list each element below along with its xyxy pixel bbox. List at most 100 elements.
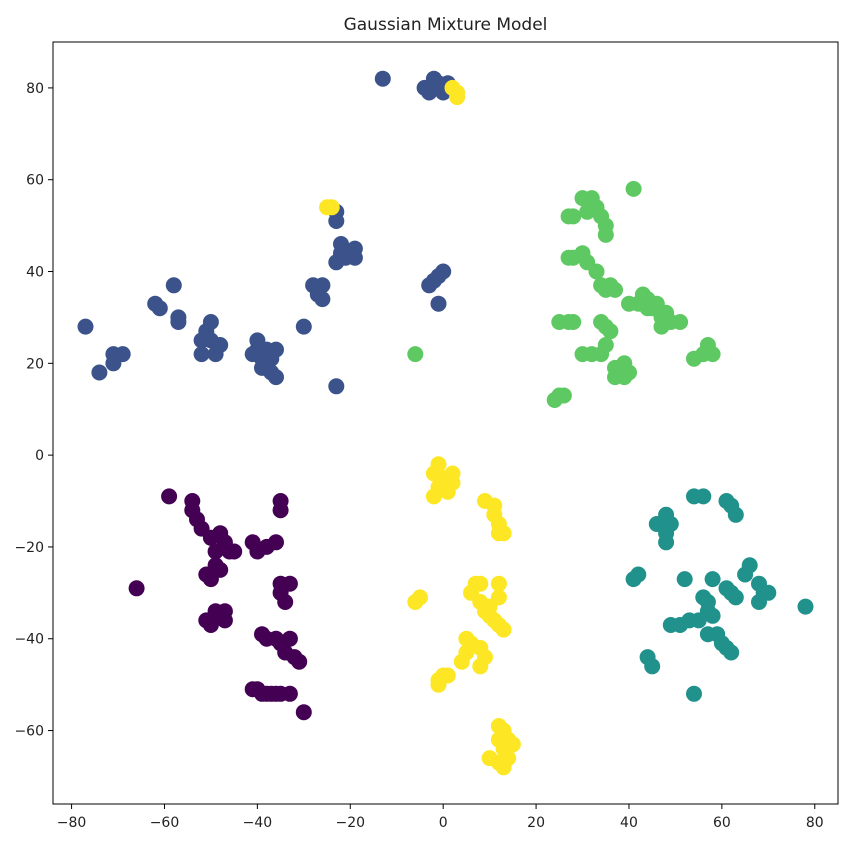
data-point [676, 571, 693, 588]
data-point [490, 575, 507, 592]
data-point [751, 594, 767, 610]
data-point [686, 350, 702, 367]
y-tick-label: −40 [14, 632, 44, 648]
data-point [555, 387, 572, 404]
data-point [672, 314, 689, 330]
data-point [727, 506, 744, 523]
data-point [151, 300, 168, 317]
data-point [277, 594, 294, 610]
data-point [207, 543, 224, 560]
data-point [268, 369, 284, 386]
data-point [565, 314, 582, 330]
data-point [560, 208, 577, 225]
data-point [91, 364, 108, 381]
data-point [579, 203, 596, 220]
y-tick-label: 60 [26, 173, 44, 189]
data-point [328, 254, 345, 271]
data-point [407, 594, 424, 610]
plot-frame [52, 41, 839, 805]
data-point [662, 617, 679, 633]
x-tick-label: 80 [806, 815, 824, 831]
data-point [639, 300, 656, 317]
data-point [625, 180, 642, 197]
data-point [435, 263, 452, 280]
x-tick-label: −40 [243, 815, 273, 831]
data-point [495, 621, 512, 638]
data-point [695, 488, 712, 505]
data-point [281, 685, 298, 702]
scatter-points [77, 70, 814, 776]
data-point [207, 346, 224, 363]
data-point [625, 571, 642, 588]
y-axis: −60 −40 −20 0 20 40 60 80 [14, 81, 53, 740]
y-tick-label: −20 [14, 540, 44, 556]
x-tick-label: 0 [439, 815, 448, 831]
data-point [198, 566, 215, 583]
data-point [449, 89, 466, 106]
x-tick-label: 60 [713, 815, 731, 831]
x-axis: −80 −60 −40 −20 0 20 40 60 80 [57, 804, 824, 831]
data-point [607, 281, 623, 298]
data-point [616, 369, 633, 386]
data-point [686, 685, 702, 702]
data-point [314, 291, 331, 308]
data-point [272, 502, 289, 519]
data-point [472, 658, 489, 675]
data-point [704, 571, 721, 588]
data-point [737, 566, 754, 583]
data-point [704, 346, 721, 363]
data-point [425, 488, 442, 505]
data-point [202, 617, 219, 633]
y-tick-label: 0 [35, 448, 44, 464]
data-point [495, 759, 512, 776]
chart-title: Gaussian Mixture Model [344, 15, 548, 35]
data-point [653, 318, 670, 335]
data-point [165, 277, 182, 294]
data-point [295, 704, 312, 721]
y-tick-label: 40 [26, 265, 44, 281]
data-point [430, 295, 447, 312]
data-point [490, 589, 507, 606]
data-point [644, 658, 661, 675]
x-tick-label: −20 [336, 815, 366, 831]
data-point [128, 580, 145, 597]
data-point [597, 226, 614, 243]
data-point [105, 355, 122, 372]
y-tick-label: 80 [26, 81, 44, 97]
data-point [439, 667, 456, 684]
data-point [588, 263, 605, 280]
x-tick-label: 20 [527, 815, 545, 831]
data-point [295, 318, 312, 335]
data-point [704, 607, 721, 624]
data-point [407, 346, 424, 363]
y-tick-label: 20 [26, 356, 44, 372]
data-point [699, 626, 716, 643]
data-point [193, 332, 210, 349]
data-point [328, 213, 345, 229]
data-point [727, 589, 744, 606]
data-point [161, 488, 178, 505]
data-point [444, 465, 461, 482]
data-point [193, 346, 210, 363]
data-point [328, 378, 345, 395]
data-point [268, 534, 284, 551]
data-point [216, 612, 233, 629]
data-point [574, 346, 591, 363]
data-point [797, 598, 814, 615]
data-point [495, 525, 512, 542]
data-point [421, 84, 438, 101]
x-tick-label: −60 [150, 815, 180, 831]
data-point [723, 644, 740, 661]
data-point [170, 314, 187, 330]
data-point [658, 534, 675, 551]
data-point [323, 199, 340, 216]
data-point [374, 70, 391, 87]
data-point [602, 323, 619, 340]
data-point [77, 318, 94, 335]
data-point [291, 653, 308, 670]
data-point [453, 653, 470, 670]
x-tick-label: −80 [57, 815, 87, 831]
x-tick-label: 40 [620, 815, 638, 831]
y-tick-label: −60 [14, 724, 44, 740]
